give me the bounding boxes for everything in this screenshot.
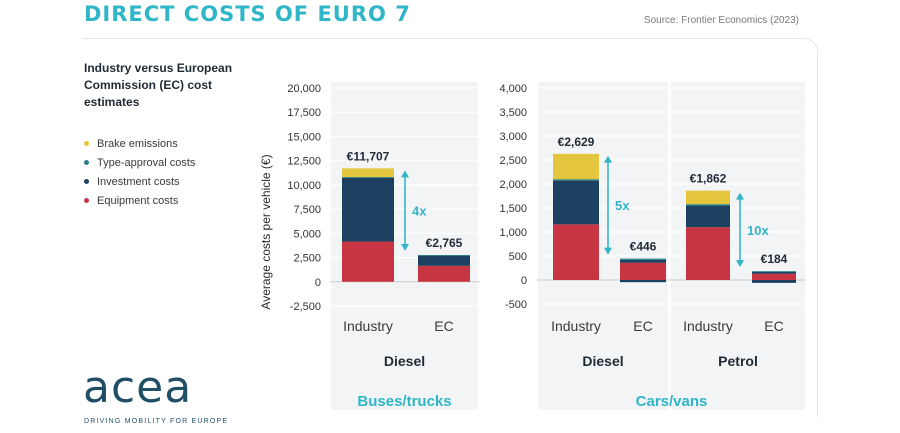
diesel-ec-negative-segment	[620, 280, 666, 283]
buses-trucks-y-tick-label: 10,000	[287, 180, 321, 192]
diesel-ec-type-approval-costs-segment	[418, 254, 470, 256]
legend-label-investment: Investment costs	[97, 175, 180, 188]
ratio-arrow-head-down	[401, 243, 409, 251]
legend-item-investment: Investment costs	[84, 172, 195, 191]
petrol-industry-brake-emissions-segment	[686, 190, 730, 205]
page-title: DIRECT COSTS OF EURO 7	[84, 2, 411, 26]
ratio-label: 10x	[747, 223, 769, 238]
buses-trucks-y-tick-label: 20,000	[287, 83, 321, 95]
buses-trucks-y-tick-label: 17,500	[287, 107, 321, 119]
cars-vans-y-tick-label: 0	[521, 275, 527, 287]
diesel-ec-investment-costs-segment	[620, 259, 666, 263]
diesel-industry-investment-costs-segment	[342, 177, 394, 242]
x-category-label: EC	[633, 318, 652, 334]
x-category-label: EC	[434, 318, 453, 334]
petrol-ec-investment-costs-segment	[752, 271, 796, 274]
legend-swatch-investment	[84, 179, 89, 184]
vehicle-group-label: Cars/vans	[636, 393, 708, 410]
legend-item-equipment: Equipment costs	[84, 191, 195, 210]
buses-trucks-y-tick-label: 15,000	[287, 131, 321, 143]
petrol-industry-equipment-costs-segment	[686, 227, 730, 280]
cars-vans-y-tick-label: 500	[509, 251, 527, 263]
petrol-industry-type-approval-costs-segment	[686, 204, 730, 206]
x-category-label: EC	[764, 318, 783, 334]
diesel-industry-equipment-costs-segment	[342, 241, 394, 282]
diesel-ec-investment-costs-segment	[418, 255, 470, 266]
ratio-label: 4x	[412, 204, 427, 219]
buses-trucks-y-tick-label: 12,500	[287, 156, 321, 168]
legend-label-type-approval: Type-approval costs	[97, 156, 196, 169]
cars-vans-y-tick-label: -500	[505, 299, 527, 311]
ratio-label: 5x	[615, 198, 630, 213]
diesel-industry-brake-emissions-segment	[342, 168, 394, 178]
diesel-ec-type-approval-costs-segment	[620, 258, 666, 260]
vehicle-group-label: Buses/trucks	[357, 393, 451, 410]
fuel-type-label: Diesel	[582, 353, 623, 369]
cars-vans-y-tick-label: 1,500	[499, 203, 527, 215]
diesel-ec-equipment-costs-segment	[620, 262, 666, 280]
cars-vans-y-tick-label: 4,000	[499, 83, 527, 95]
bar-total-label: €1,862	[690, 172, 727, 186]
x-category-label: Industry	[683, 318, 733, 334]
bar-total-label: €11,707	[347, 149, 390, 163]
logo-tagline: DRIVING MOBILITY FOR EUROPE	[84, 418, 229, 425]
buses-trucks-y-tick-label: 5,000	[293, 228, 321, 240]
bar-total-label: €184	[761, 252, 788, 266]
ratio-arrow-head-down	[736, 260, 744, 268]
bar-total-label: €2,765	[426, 236, 463, 250]
diesel-industry-equipment-costs-segment	[553, 224, 599, 280]
ratio-arrow-head-up	[401, 170, 409, 178]
bar-total-label: €2,629	[558, 135, 595, 149]
fuel-type-label: Diesel	[384, 353, 425, 369]
cars-vans-y-tick-label: 1,000	[499, 227, 527, 239]
petrol-ec-equipment-costs-segment	[752, 273, 796, 280]
cars-vans-y-tick-label: 2,500	[499, 155, 527, 167]
legend-label-brake: Brake emissions	[97, 137, 178, 150]
chart-panel	[82, 38, 818, 417]
buses-trucks-y-tick-label: 0	[315, 277, 321, 289]
legend: Brake emissions Type-approval costs Inve…	[84, 134, 195, 210]
fuel-type-label: Petrol	[718, 353, 758, 369]
petrol-industry-investment-costs-segment	[686, 205, 730, 228]
diesel-industry-type-approval-costs-segment	[553, 179, 599, 181]
petrol-ec-negative-segment	[752, 280, 796, 283]
diesel-industry-brake-emissions-segment	[553, 153, 599, 180]
source-note: Source: Frontier Economics (2023)	[643, 15, 799, 26]
cars-vans-y-tick-label: 3,500	[499, 107, 527, 119]
ratio-arrow-head-down	[604, 247, 612, 255]
legend-swatch-type-approval	[84, 160, 89, 165]
legend-swatch-equipment	[84, 198, 89, 203]
acea-logo: acea	[83, 362, 193, 413]
legend-swatch-brake	[84, 141, 89, 146]
diesel-industry-type-approval-costs-segment	[342, 177, 394, 178]
diesel-ec-equipment-costs-segment	[418, 265, 470, 282]
buses-trucks-y-tick-label: 7,500	[293, 204, 321, 216]
legend-label-equipment: Equipment costs	[97, 194, 179, 207]
x-category-label: Industry	[343, 318, 393, 334]
buses-trucks-y-tick-label: 2,500	[293, 253, 321, 265]
x-category-label: Industry	[551, 318, 601, 334]
cars-vans-y-tick-label: 3,000	[499, 131, 527, 143]
legend-item-type-approval: Type-approval costs	[84, 153, 195, 172]
legend-item-brake: Brake emissions	[84, 134, 195, 153]
ratio-arrow-head-up	[736, 192, 744, 200]
ratio-arrow-head-up	[604, 155, 612, 163]
buses-trucks-y-tick-label: -2,500	[290, 301, 321, 313]
petrol-ec-type-approval-costs-segment	[752, 271, 796, 272]
diesel-industry-investment-costs-segment	[553, 180, 599, 225]
chart-subtitle: Industry versus European Commission (EC)…	[84, 61, 233, 109]
cars-vans-y-tick-label: 2,000	[499, 179, 527, 191]
bar-total-label: €446	[630, 240, 657, 254]
